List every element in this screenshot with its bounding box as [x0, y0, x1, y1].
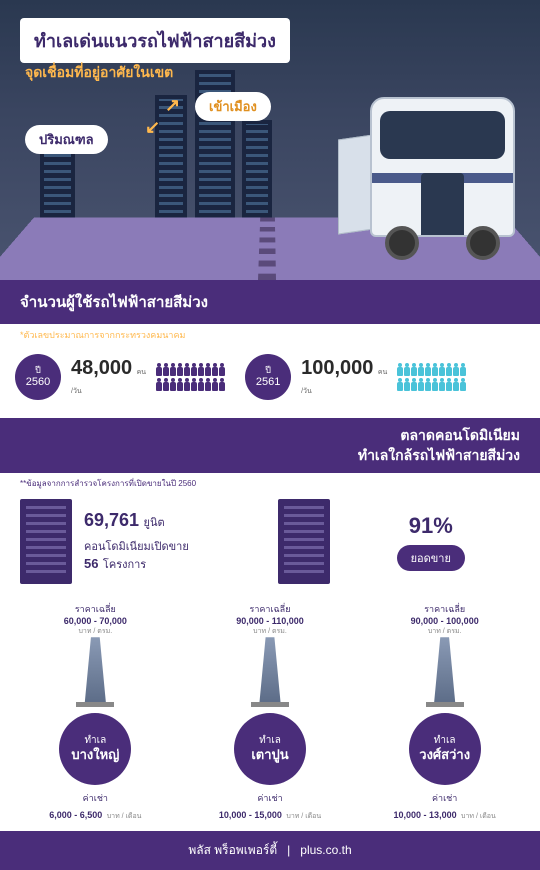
condo-note: **ข้อมูลจากการสำรวจโครงการที่เปิดขายในปี…	[0, 473, 540, 494]
train-illustration	[360, 77, 525, 272]
ridership-stats: ปี2560 48,000 คน/วัน ปี2561 100,000 คน/ว…	[0, 346, 540, 418]
hero-section: ทำเลเด่นแนวรถไฟฟ้าสายสีม่วง จุดเชื่อมที่…	[0, 0, 540, 280]
footer-url: plus.co.th	[290, 843, 361, 857]
stat-value: 100,000	[301, 357, 373, 379]
people-icons	[397, 363, 466, 391]
title-box: ทำเลเด่นแนวรถไฟฟ้าสายสีม่วง	[20, 18, 290, 63]
locations-row: ราคาเฉลี่ย 60,000 - 70,000 บาท / ตรม. ทำ…	[0, 594, 540, 831]
arrows-icon: ↗ ↙	[145, 95, 195, 145]
label-city: เข้าเมือง	[195, 92, 271, 121]
condo-sold: 91% ยอดขาย	[278, 499, 521, 584]
label-suburb: ปริมณฑล	[25, 125, 108, 154]
footer: พลัส พร็อพเพอร์ตี้|plus.co.th	[0, 831, 540, 870]
year-badge: ปี2560	[15, 354, 61, 400]
stat-value: 48,000	[71, 357, 132, 379]
location-name-badge: ทำเลบางใหญ่	[59, 713, 131, 785]
footer-brand: พลัส พร็อพเพอร์ตี้	[178, 843, 287, 857]
location-item: ราคาเฉลี่ย 90,000 - 100,000 บาท / ตรม. ท…	[361, 602, 528, 823]
tower-icon	[426, 637, 464, 707]
tower-icon	[76, 637, 114, 707]
building	[242, 120, 272, 230]
building-icon	[20, 499, 72, 584]
year-badge: ปี2561	[245, 354, 291, 400]
location-name-badge: ทำเลเตาปูน	[234, 713, 306, 785]
condo-header: ตลาดคอนโดมิเนียม ทำเลใกล้รถไฟฟ้าสายสีม่ว…	[0, 418, 540, 473]
people-icons	[156, 363, 225, 391]
tower-icon	[251, 637, 289, 707]
building-icon	[278, 499, 330, 584]
page-title: ทำเลเด่นแนวรถไฟฟ้าสายสีม่วง	[34, 31, 276, 51]
subtitle: จุดเชื่อมที่อยู่อาศัยในเขต	[25, 62, 173, 84]
ridership-note: *ตัวเลขประมาณการจากกระทรวงคมนาคม	[0, 324, 540, 346]
stat-2561: ปี2561 100,000 คน/วัน	[245, 354, 466, 400]
condo-supply: 69,761 ยูนิต คอนโดมิเนียมเปิดขาย 56 โครง…	[20, 499, 263, 584]
stat-2560: ปี2560 48,000 คน/วัน	[15, 354, 225, 400]
ridership-header: จำนวนผู้ใช้รถไฟฟ้าสายสีม่วง	[0, 280, 540, 324]
condo-stats: 69,761 ยูนิต คอนโดมิเนียมเปิดขาย 56 โครง…	[0, 494, 540, 594]
location-name-badge: ทำเลวงศ์สว่าง	[409, 713, 481, 785]
location-item: ราคาเฉลี่ย 60,000 - 70,000 บาท / ตรม. ทำ…	[12, 602, 179, 823]
location-item: ราคาเฉลี่ย 90,000 - 110,000 บาท / ตรม. ท…	[187, 602, 354, 823]
